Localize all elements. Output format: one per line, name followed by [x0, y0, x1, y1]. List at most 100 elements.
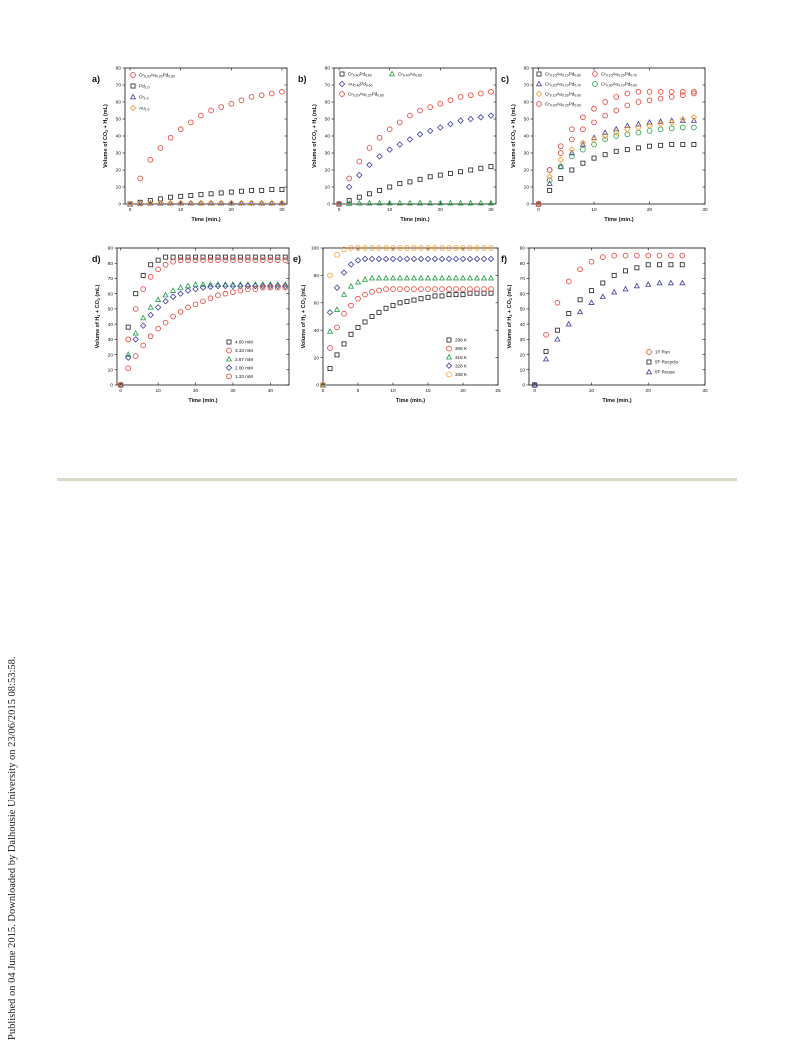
data-point	[396, 141, 404, 148]
data-point	[228, 100, 235, 107]
data-point	[366, 161, 373, 169]
legend-label: 3.33 mM	[235, 348, 253, 353]
legend: Cr0.40Pd0.60 Cr0.40Au0.60Au0.40Pd0.60Cr0.…	[338, 70, 422, 98]
data-point	[157, 199, 164, 206]
data-point	[535, 200, 542, 207]
axis-text: + H	[511, 120, 517, 130]
data-point	[217, 199, 225, 207]
data-point	[657, 95, 664, 102]
axis-subscript: 2	[97, 315, 101, 317]
axis-subscript: 2	[105, 130, 109, 132]
data-point	[361, 276, 369, 282]
data-point	[198, 112, 204, 119]
data-point	[602, 136, 608, 143]
data-point	[565, 278, 572, 285]
data-point	[611, 288, 618, 295]
y-axis-title: Volume of H2 + CO2 (mL)	[507, 285, 513, 349]
data-point	[679, 262, 685, 268]
legend-subscript: 0.10	[550, 93, 557, 97]
data-point	[488, 286, 494, 292]
axis-text: Volume of CO	[103, 131, 109, 168]
data-point	[646, 122, 653, 130]
data-point	[634, 265, 640, 271]
data-point	[369, 245, 375, 251]
data-point	[347, 261, 355, 268]
data-point	[147, 333, 154, 340]
data-point	[187, 199, 195, 207]
legend-superscript: st	[658, 350, 661, 354]
legend-subscript: 0.60	[574, 93, 581, 97]
legend-text: Au	[139, 106, 145, 111]
data-point	[320, 382, 326, 388]
legend-text: mM	[245, 365, 253, 370]
data-point	[424, 274, 432, 281]
data-point	[248, 199, 255, 207]
x-axis-title: Time (min.)	[400, 217, 429, 223]
data-point	[177, 257, 184, 264]
y-tick-label: 10	[116, 185, 122, 191]
axis-text: + H	[103, 120, 109, 130]
data-point	[207, 199, 215, 207]
axis-subscript: 2	[303, 315, 307, 317]
y-tick-label: 0	[526, 202, 529, 208]
data-point	[169, 287, 177, 293]
data-point	[647, 143, 652, 149]
data-point	[222, 257, 229, 264]
data-point	[147, 200, 154, 207]
data-point	[679, 252, 686, 259]
data-point	[215, 254, 221, 260]
data-point	[474, 245, 480, 251]
legend-text: Recycle	[662, 360, 679, 365]
legend-marker	[130, 72, 136, 78]
data-point	[375, 255, 383, 263]
panel-a: 0 10 20 30 0 10 20 30 40 50 60 70 80 Time (min.) Volum…	[92, 66, 288, 223]
data-point	[354, 257, 362, 264]
plot-frame	[528, 247, 706, 386]
data-point	[467, 115, 474, 123]
data-point	[447, 170, 453, 176]
legend-text: Pd	[569, 82, 575, 87]
data-point	[646, 119, 653, 125]
legend-text: K	[464, 338, 468, 343]
data-point	[437, 124, 444, 131]
y-tick-label: 40	[116, 134, 122, 140]
legend-subscript: 0.20	[365, 93, 372, 97]
data-point	[162, 298, 169, 305]
data-point	[244, 282, 252, 290]
axis-subscript: 2	[513, 118, 517, 120]
data-point	[467, 245, 473, 251]
data-point	[252, 254, 258, 260]
data-point	[569, 126, 575, 133]
data-point	[690, 114, 698, 121]
legend-label: 5th Recycle	[655, 360, 678, 365]
data-point	[478, 165, 484, 171]
legend-text: Cr	[601, 72, 606, 77]
data-point	[282, 257, 289, 264]
legend-label: Cr0.20Au0.20Pd0.60	[348, 92, 384, 98]
y-tick-label: 20	[314, 355, 320, 361]
legend-text: 5	[655, 360, 658, 365]
data-point	[132, 336, 139, 343]
data-point	[147, 199, 154, 206]
data-point	[228, 199, 235, 206]
data-point	[432, 293, 438, 299]
data-point	[396, 255, 404, 263]
legend-marker	[536, 101, 542, 107]
data-point	[200, 254, 206, 260]
legend-marker	[592, 81, 598, 87]
data-point	[546, 173, 553, 181]
x-tick-label: 0	[533, 388, 536, 394]
data-point	[155, 266, 161, 273]
data-point	[580, 146, 586, 153]
data-point	[169, 293, 177, 300]
data-point	[474, 286, 480, 292]
data-point	[554, 299, 561, 306]
data-point	[238, 97, 245, 104]
data-point	[267, 284, 274, 291]
data-point	[147, 156, 154, 163]
data-points	[335, 88, 495, 207]
data-point	[140, 342, 146, 349]
data-point	[155, 325, 161, 332]
axis-text: Volume of CO	[511, 131, 517, 168]
